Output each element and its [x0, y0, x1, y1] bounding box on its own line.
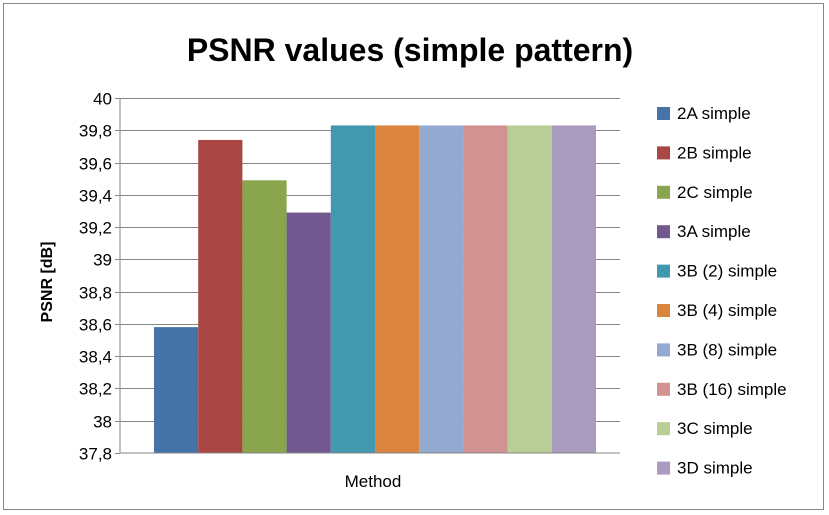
y-tick-label: 37,8: [79, 445, 112, 464]
legend-swatch: [657, 304, 670, 317]
x-axis-title: Method: [345, 472, 402, 491]
legend-label: 3A simple: [677, 222, 751, 241]
chart-title: PSNR values (simple pattern): [187, 32, 633, 68]
legend-label: 2B simple: [677, 143, 752, 162]
bar-3b-16-simple: [463, 125, 508, 453]
y-tick-label: 39,8: [79, 122, 112, 141]
legend-label: 3B (8) simple: [677, 340, 777, 359]
bar-2a-simple: [154, 327, 199, 453]
bar-3a-simple: [286, 212, 331, 453]
bars: [154, 125, 596, 454]
bar-3b-4-simple: [375, 125, 420, 453]
y-tick-label: 38: [93, 413, 112, 432]
y-tick-label: 39: [93, 251, 112, 270]
legend-swatch: [657, 461, 670, 475]
legend-swatch: [657, 264, 670, 278]
bar-2c-simple: [242, 180, 287, 453]
y-tick-label: 38,6: [79, 316, 112, 335]
y-tick-label: 39,6: [79, 155, 112, 174]
legend: 2A simple 2B simple 2C simple 3A simple 3B (…: [657, 104, 787, 478]
bar-3b-8-simple: [419, 125, 464, 453]
y-tick-label: 38,4: [79, 348, 112, 367]
legend-label: 3C simple: [677, 419, 753, 438]
legend-label: 3B (2) simple: [677, 262, 777, 281]
y-tick-label: 40: [93, 90, 112, 109]
legend-label: 2A simple: [677, 104, 751, 123]
y-axis-title: PSNR [dB]: [39, 242, 56, 323]
bar-3c-simple: [507, 125, 552, 453]
legend-swatch: [657, 107, 670, 120]
bar-3d-simple: [551, 125, 596, 453]
legend-label: 3D simple: [677, 459, 753, 478]
y-tick-label: 38,2: [79, 380, 112, 399]
legend-label: 2C simple: [677, 183, 753, 202]
bar-2b-simple: [198, 139, 243, 454]
legend-label: 3B (16) simple: [677, 380, 787, 399]
legend-swatch: [657, 422, 670, 436]
y-tick-label: 39,2: [79, 219, 112, 238]
y-tick-labels: 37,8 38 38,2 38,4 38,6 38,8 39 39,2 39,4 39,6 39,8…: [79, 90, 112, 464]
legend-swatch: [657, 225, 670, 239]
y-tick-label: 39,4: [79, 187, 112, 206]
legend-swatch: [657, 146, 670, 160]
y-tick-label: 38,8: [79, 284, 112, 303]
legend-swatch: [657, 382, 670, 396]
legend-label: 3B (4) simple: [677, 301, 777, 320]
legend-swatch: [657, 185, 670, 199]
bar-3b-2-simple: [330, 125, 375, 453]
legend-swatch: [657, 343, 670, 357]
